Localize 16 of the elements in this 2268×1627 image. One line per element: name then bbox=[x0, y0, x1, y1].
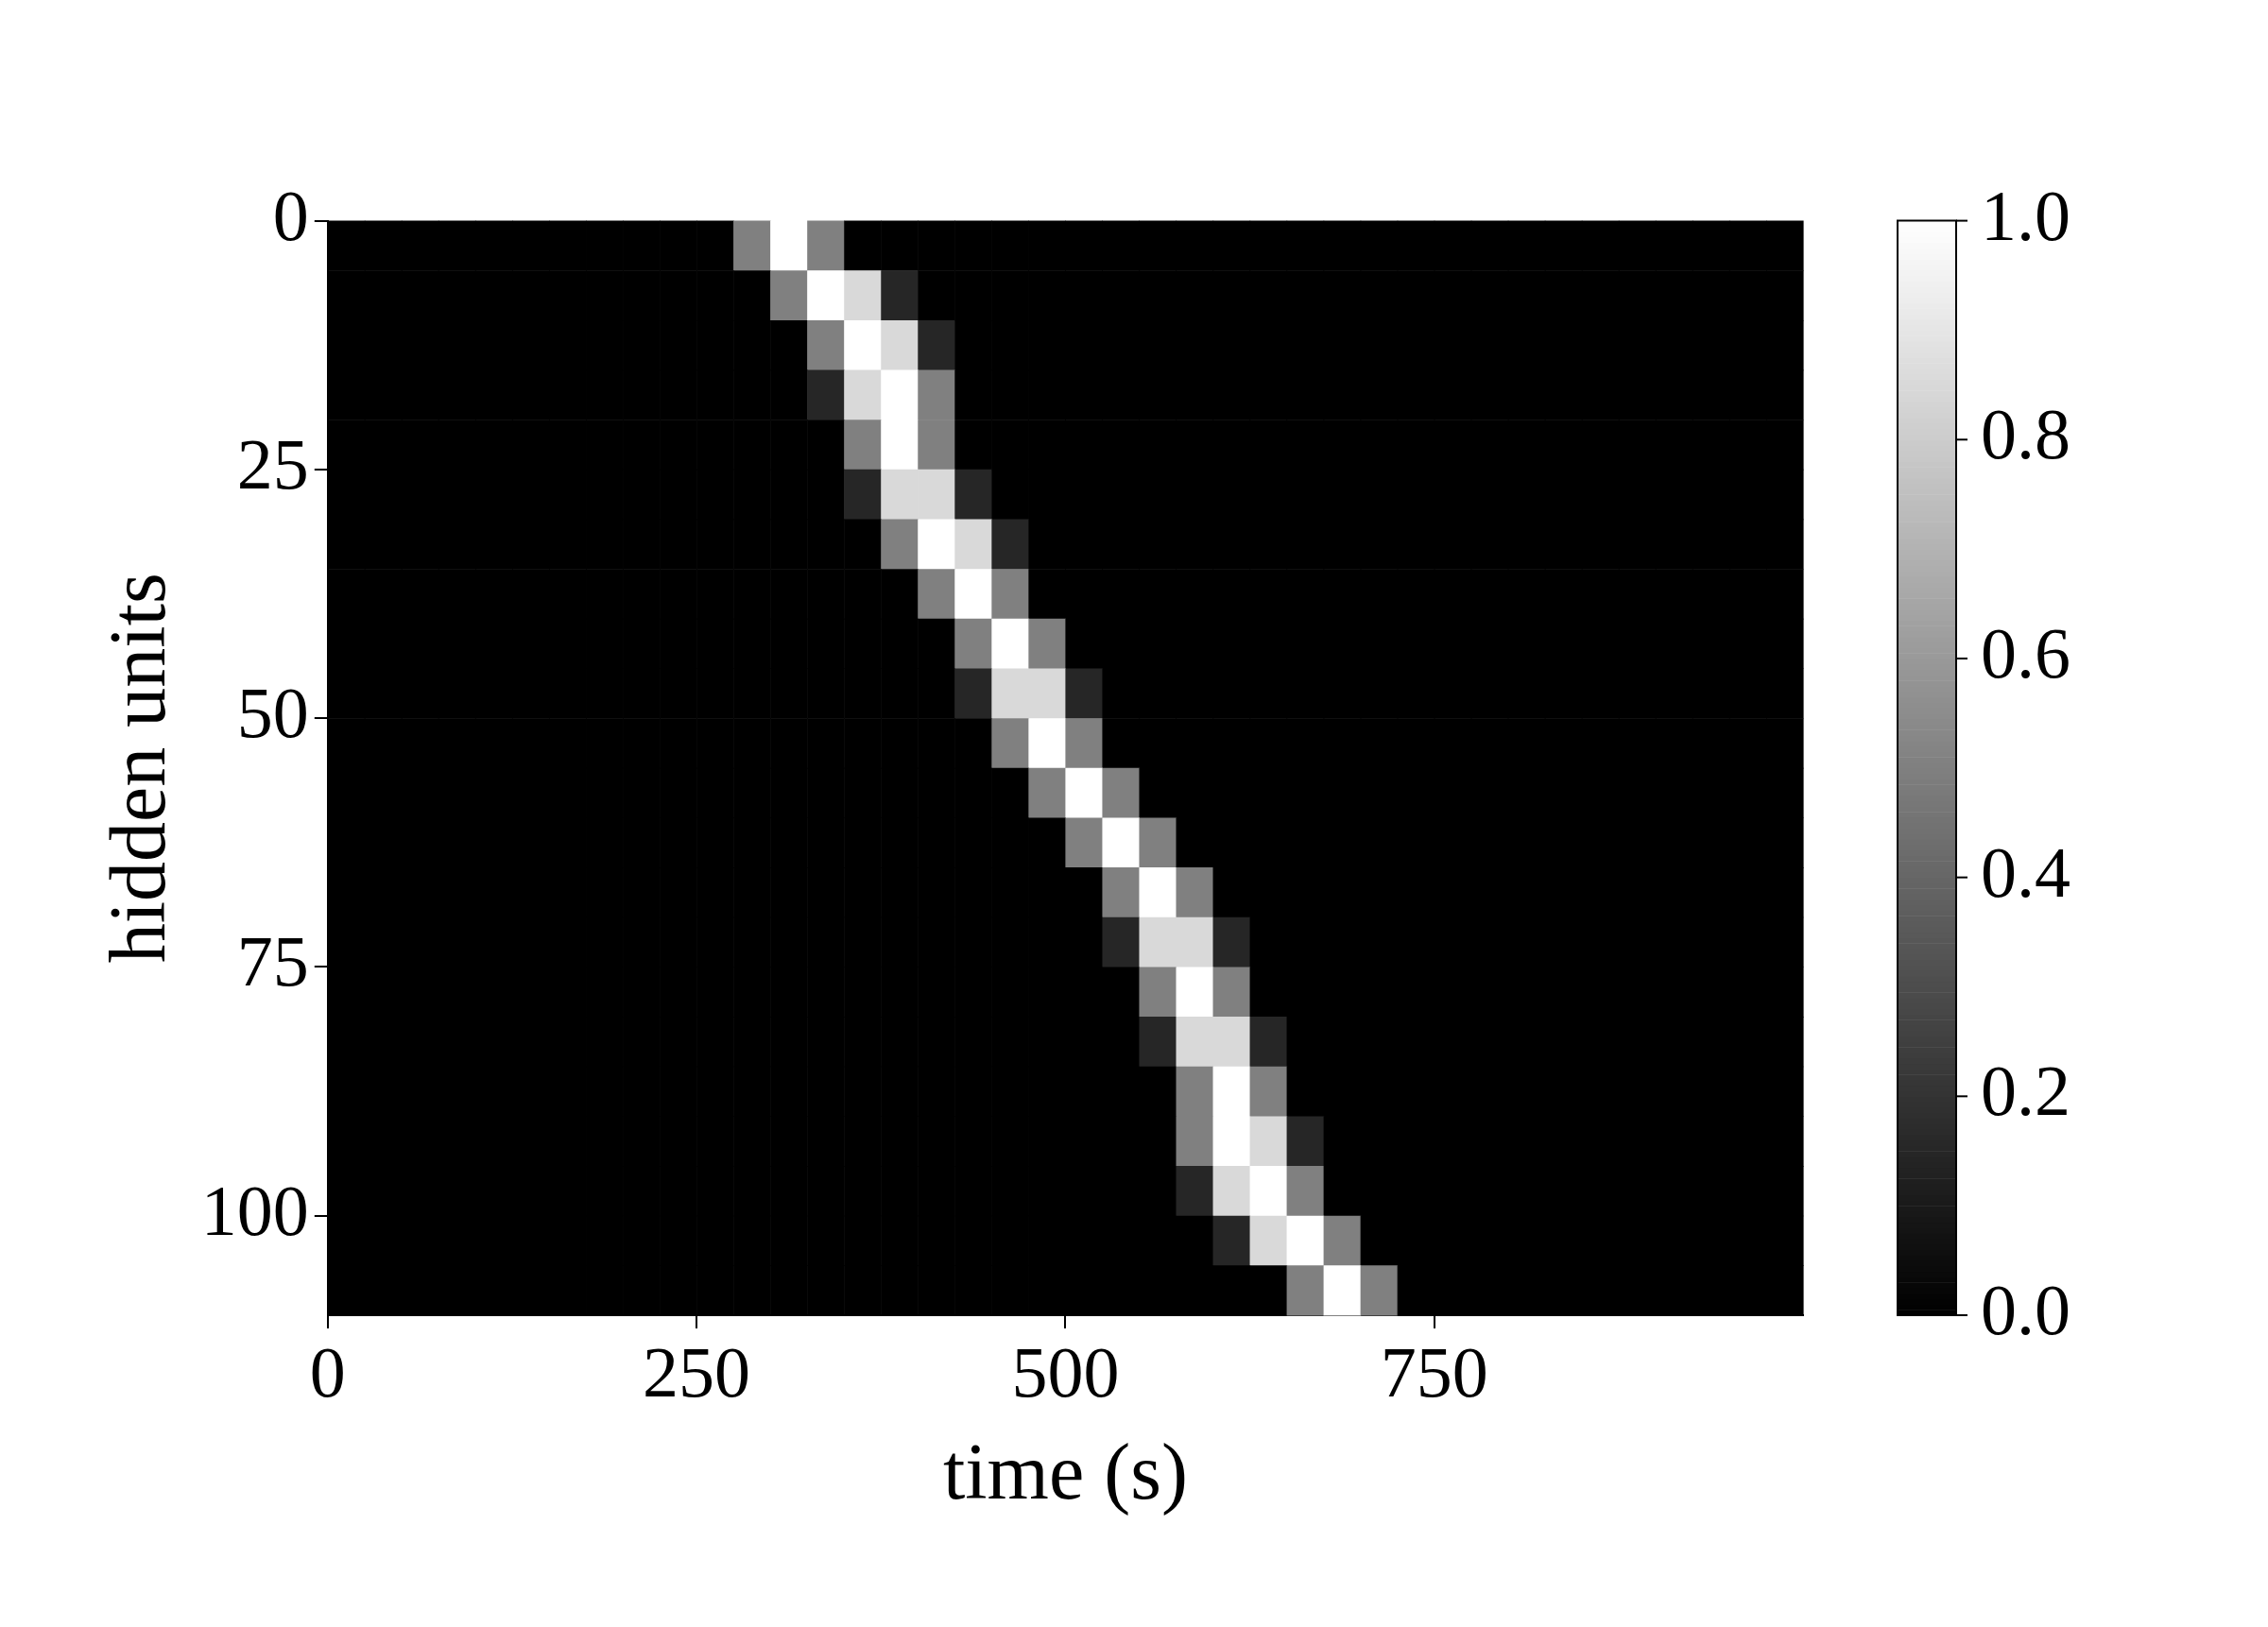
x-axis-title: time (s) bbox=[942, 1427, 1188, 1516]
color-bar-label: 0.4 bbox=[1981, 831, 2070, 912]
color-bar-label: 0.6 bbox=[1981, 612, 2070, 693]
y-tick-label: 75 bbox=[236, 921, 309, 1002]
color-bar-label: 0.2 bbox=[1981, 1051, 2070, 1131]
color-bar-label: 0.8 bbox=[1981, 394, 2070, 474]
y-axis-title: hidden units bbox=[94, 573, 182, 964]
y-tick-label: 25 bbox=[236, 423, 309, 504]
y-tick-label: 50 bbox=[236, 673, 309, 753]
color-bar-label: 0.0 bbox=[1981, 1269, 2070, 1349]
x-tick-label: 250 bbox=[643, 1331, 751, 1412]
x-tick-label: 500 bbox=[1011, 1331, 1120, 1412]
y-tick-label: 0 bbox=[272, 175, 309, 255]
color-bar-label: 1.0 bbox=[1981, 175, 2070, 255]
y-tick-label: 100 bbox=[200, 1170, 309, 1250]
x-tick-label: 750 bbox=[1380, 1331, 1488, 1412]
